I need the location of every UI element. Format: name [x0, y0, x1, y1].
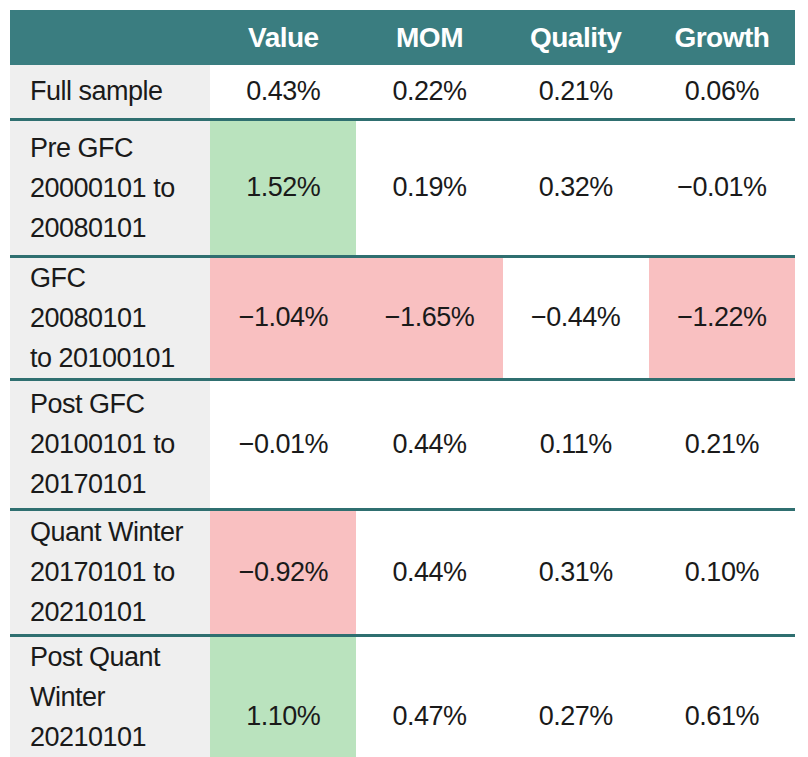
metric-cell: −1.65%: [356, 256, 502, 379]
metric-cell: 1.10%: [210, 635, 356, 757]
metric-cell: 0.11%: [503, 379, 649, 509]
corner-header: [10, 10, 210, 65]
metric-cell: −1.04%: [210, 256, 356, 379]
metric-cell: 1.52%: [210, 119, 356, 256]
metric-cell: 0.19%: [356, 119, 502, 256]
column-header-value: Value: [210, 10, 356, 65]
metric-cell: 0.06%: [649, 65, 795, 119]
table-row: Pre GFC 20000101 to 20080101 1.52% 0.19%…: [10, 119, 795, 256]
row-label: Quant Winter 20170101 to 20210101: [10, 509, 210, 635]
header-row: Value MOM Quality Growth: [10, 10, 795, 65]
metric-cell: 0.22%: [356, 65, 502, 119]
column-header-mom: MOM: [356, 10, 502, 65]
row-label: Pre GFC 20000101 to 20080101: [10, 119, 210, 256]
metric-cell: −0.01%: [649, 119, 795, 256]
metric-cell: −0.01%: [210, 379, 356, 509]
metric-cell: −1.22%: [649, 256, 795, 379]
column-header-growth: Growth: [649, 10, 795, 65]
table-row: Quant Winter 20170101 to 20210101 −0.92%…: [10, 509, 795, 635]
row-label: GFC 20080101 to 20100101: [10, 256, 210, 379]
metric-cell: 0.27%: [503, 635, 649, 757]
metric-cell: 0.44%: [356, 379, 502, 509]
metric-cell: 0.21%: [503, 65, 649, 119]
row-label: Post Quant Winter 20210101 to 20250501: [10, 635, 210, 757]
row-label: Post GFC 20100101 to 20170101: [10, 379, 210, 509]
metric-cell: 0.31%: [503, 509, 649, 635]
table-row: Post GFC 20100101 to 20170101 −0.01% 0.4…: [10, 379, 795, 509]
metric-cell: 0.21%: [649, 379, 795, 509]
metric-cell: −0.44%: [503, 256, 649, 379]
metric-cell: −0.92%: [210, 509, 356, 635]
performance-table: Value MOM Quality Growth Full sample 0.4…: [10, 10, 795, 757]
metric-cell: 0.10%: [649, 509, 795, 635]
table-figure: Value MOM Quality Growth Full sample 0.4…: [0, 0, 808, 757]
column-header-quality: Quality: [503, 10, 649, 65]
metric-cell: 0.32%: [503, 119, 649, 256]
metric-cell: 0.43%: [210, 65, 356, 119]
row-label: Full sample: [10, 65, 210, 119]
table-row: Full sample 0.43% 0.22% 0.21% 0.06%: [10, 65, 795, 119]
metric-cell: 0.47%: [356, 635, 502, 757]
table-row: GFC 20080101 to 20100101 −1.04% −1.65% −…: [10, 256, 795, 379]
metric-cell: 0.44%: [356, 509, 502, 635]
metric-cell: 0.61%: [649, 635, 795, 757]
table-row: Post Quant Winter 20210101 to 20250501 1…: [10, 635, 795, 757]
